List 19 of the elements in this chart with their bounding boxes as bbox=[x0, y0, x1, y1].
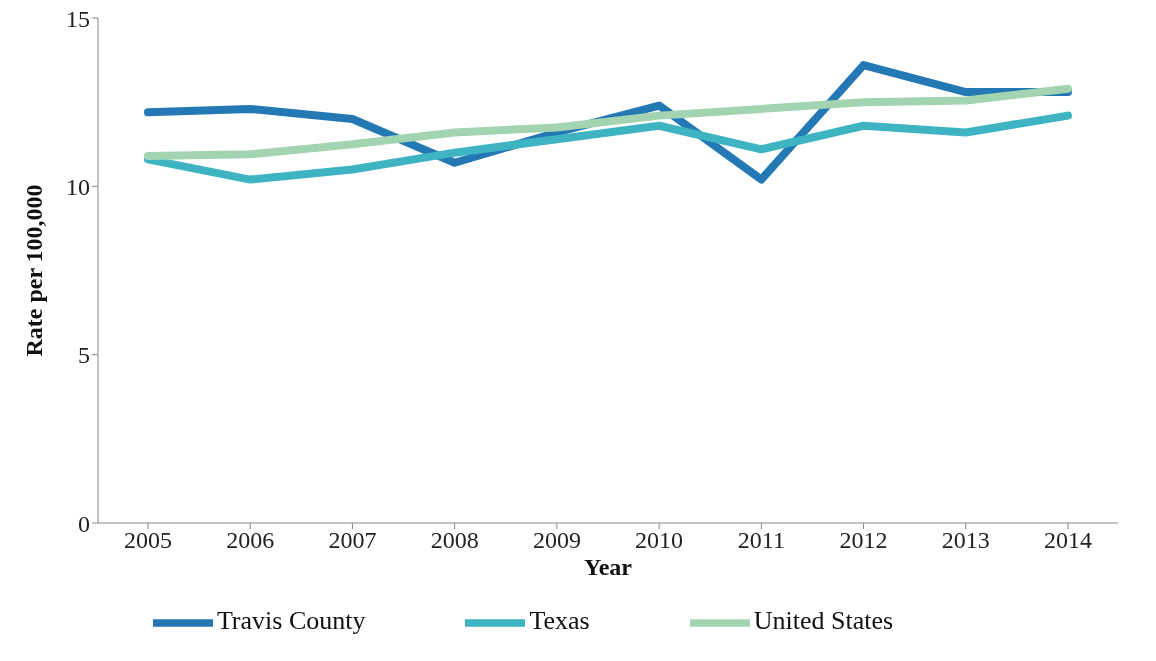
legend-label: Texas bbox=[529, 605, 590, 635]
y-tick-label: 10 bbox=[66, 173, 90, 200]
x-tick-label: 2005 bbox=[124, 527, 172, 554]
x-tick-label: 2011 bbox=[737, 527, 785, 554]
x-tick-label: 2006 bbox=[226, 527, 275, 554]
x-axis-title: Year bbox=[584, 554, 633, 580]
x-tick-label: 2008 bbox=[430, 527, 479, 554]
x-tick-label: 2007 bbox=[328, 527, 377, 554]
y-tick-label: 15 bbox=[66, 5, 90, 32]
y-tick-label: 0 bbox=[78, 510, 90, 537]
x-tick-label: 2010 bbox=[635, 527, 684, 554]
x-tick-label: 2012 bbox=[839, 527, 888, 554]
y-axis-title: Rate per 100,000 bbox=[20, 184, 47, 357]
legend-label: Travis County bbox=[216, 605, 366, 635]
x-tick-label: 2009 bbox=[532, 527, 581, 554]
x-tick-label: 2013 bbox=[941, 527, 990, 554]
y-tick-label: 5 bbox=[78, 342, 90, 369]
legend-label: United States bbox=[753, 605, 894, 635]
x-tick-label: 2014 bbox=[1044, 527, 1092, 554]
